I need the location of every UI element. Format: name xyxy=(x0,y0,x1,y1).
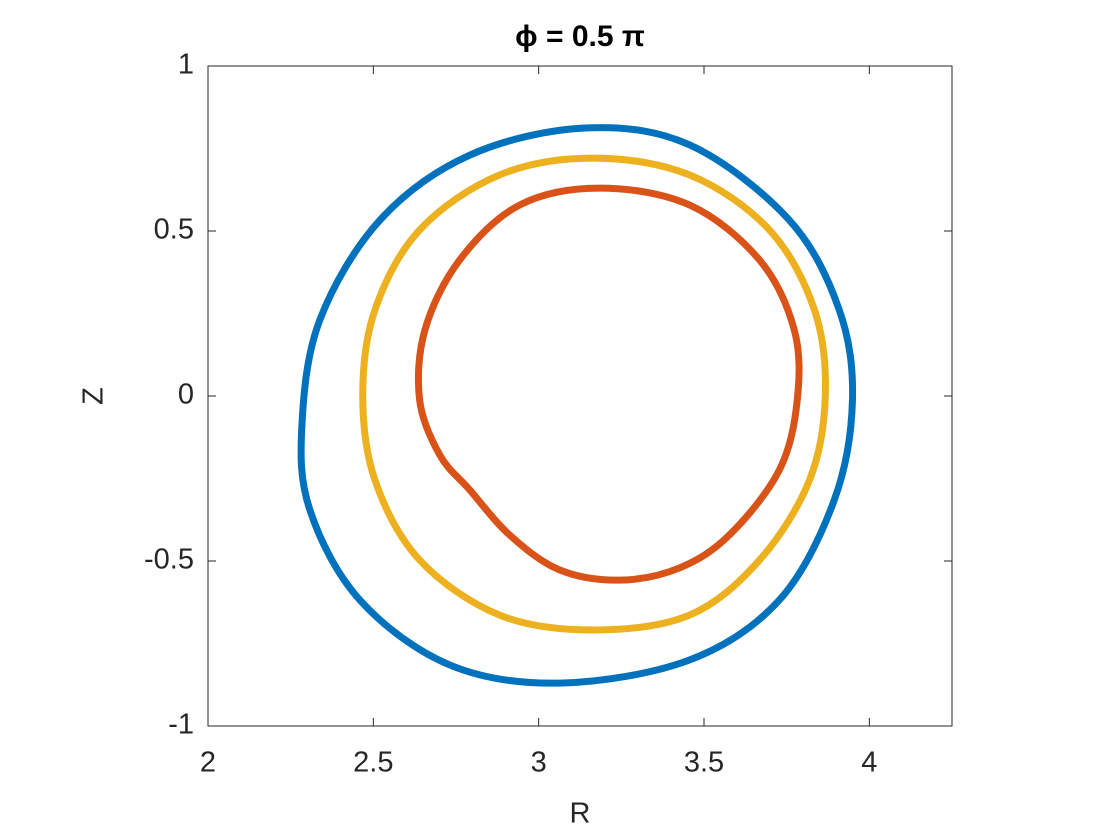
chart-title: ϕ = 0.5 π xyxy=(515,20,645,53)
x-tick-label: 3 xyxy=(531,747,547,779)
y-tick-label: 1 xyxy=(178,49,194,81)
curve xyxy=(297,124,857,687)
y-tick-label: -0.5 xyxy=(144,544,194,576)
x-tick-label: 2 xyxy=(200,747,216,779)
y-tick-label: -1 xyxy=(168,709,194,741)
y-tick-label: 0 xyxy=(178,379,194,411)
x-tick-label: 4 xyxy=(861,747,877,779)
x-tick-label: 3.5 xyxy=(684,747,724,779)
y-axis-label: Z xyxy=(78,387,110,405)
x-tick-label: 2.5 xyxy=(353,747,393,779)
curve xyxy=(359,154,830,634)
x-axis-label: R xyxy=(570,798,591,830)
curve xyxy=(414,184,803,584)
y-tick-label: 0.5 xyxy=(154,214,194,246)
